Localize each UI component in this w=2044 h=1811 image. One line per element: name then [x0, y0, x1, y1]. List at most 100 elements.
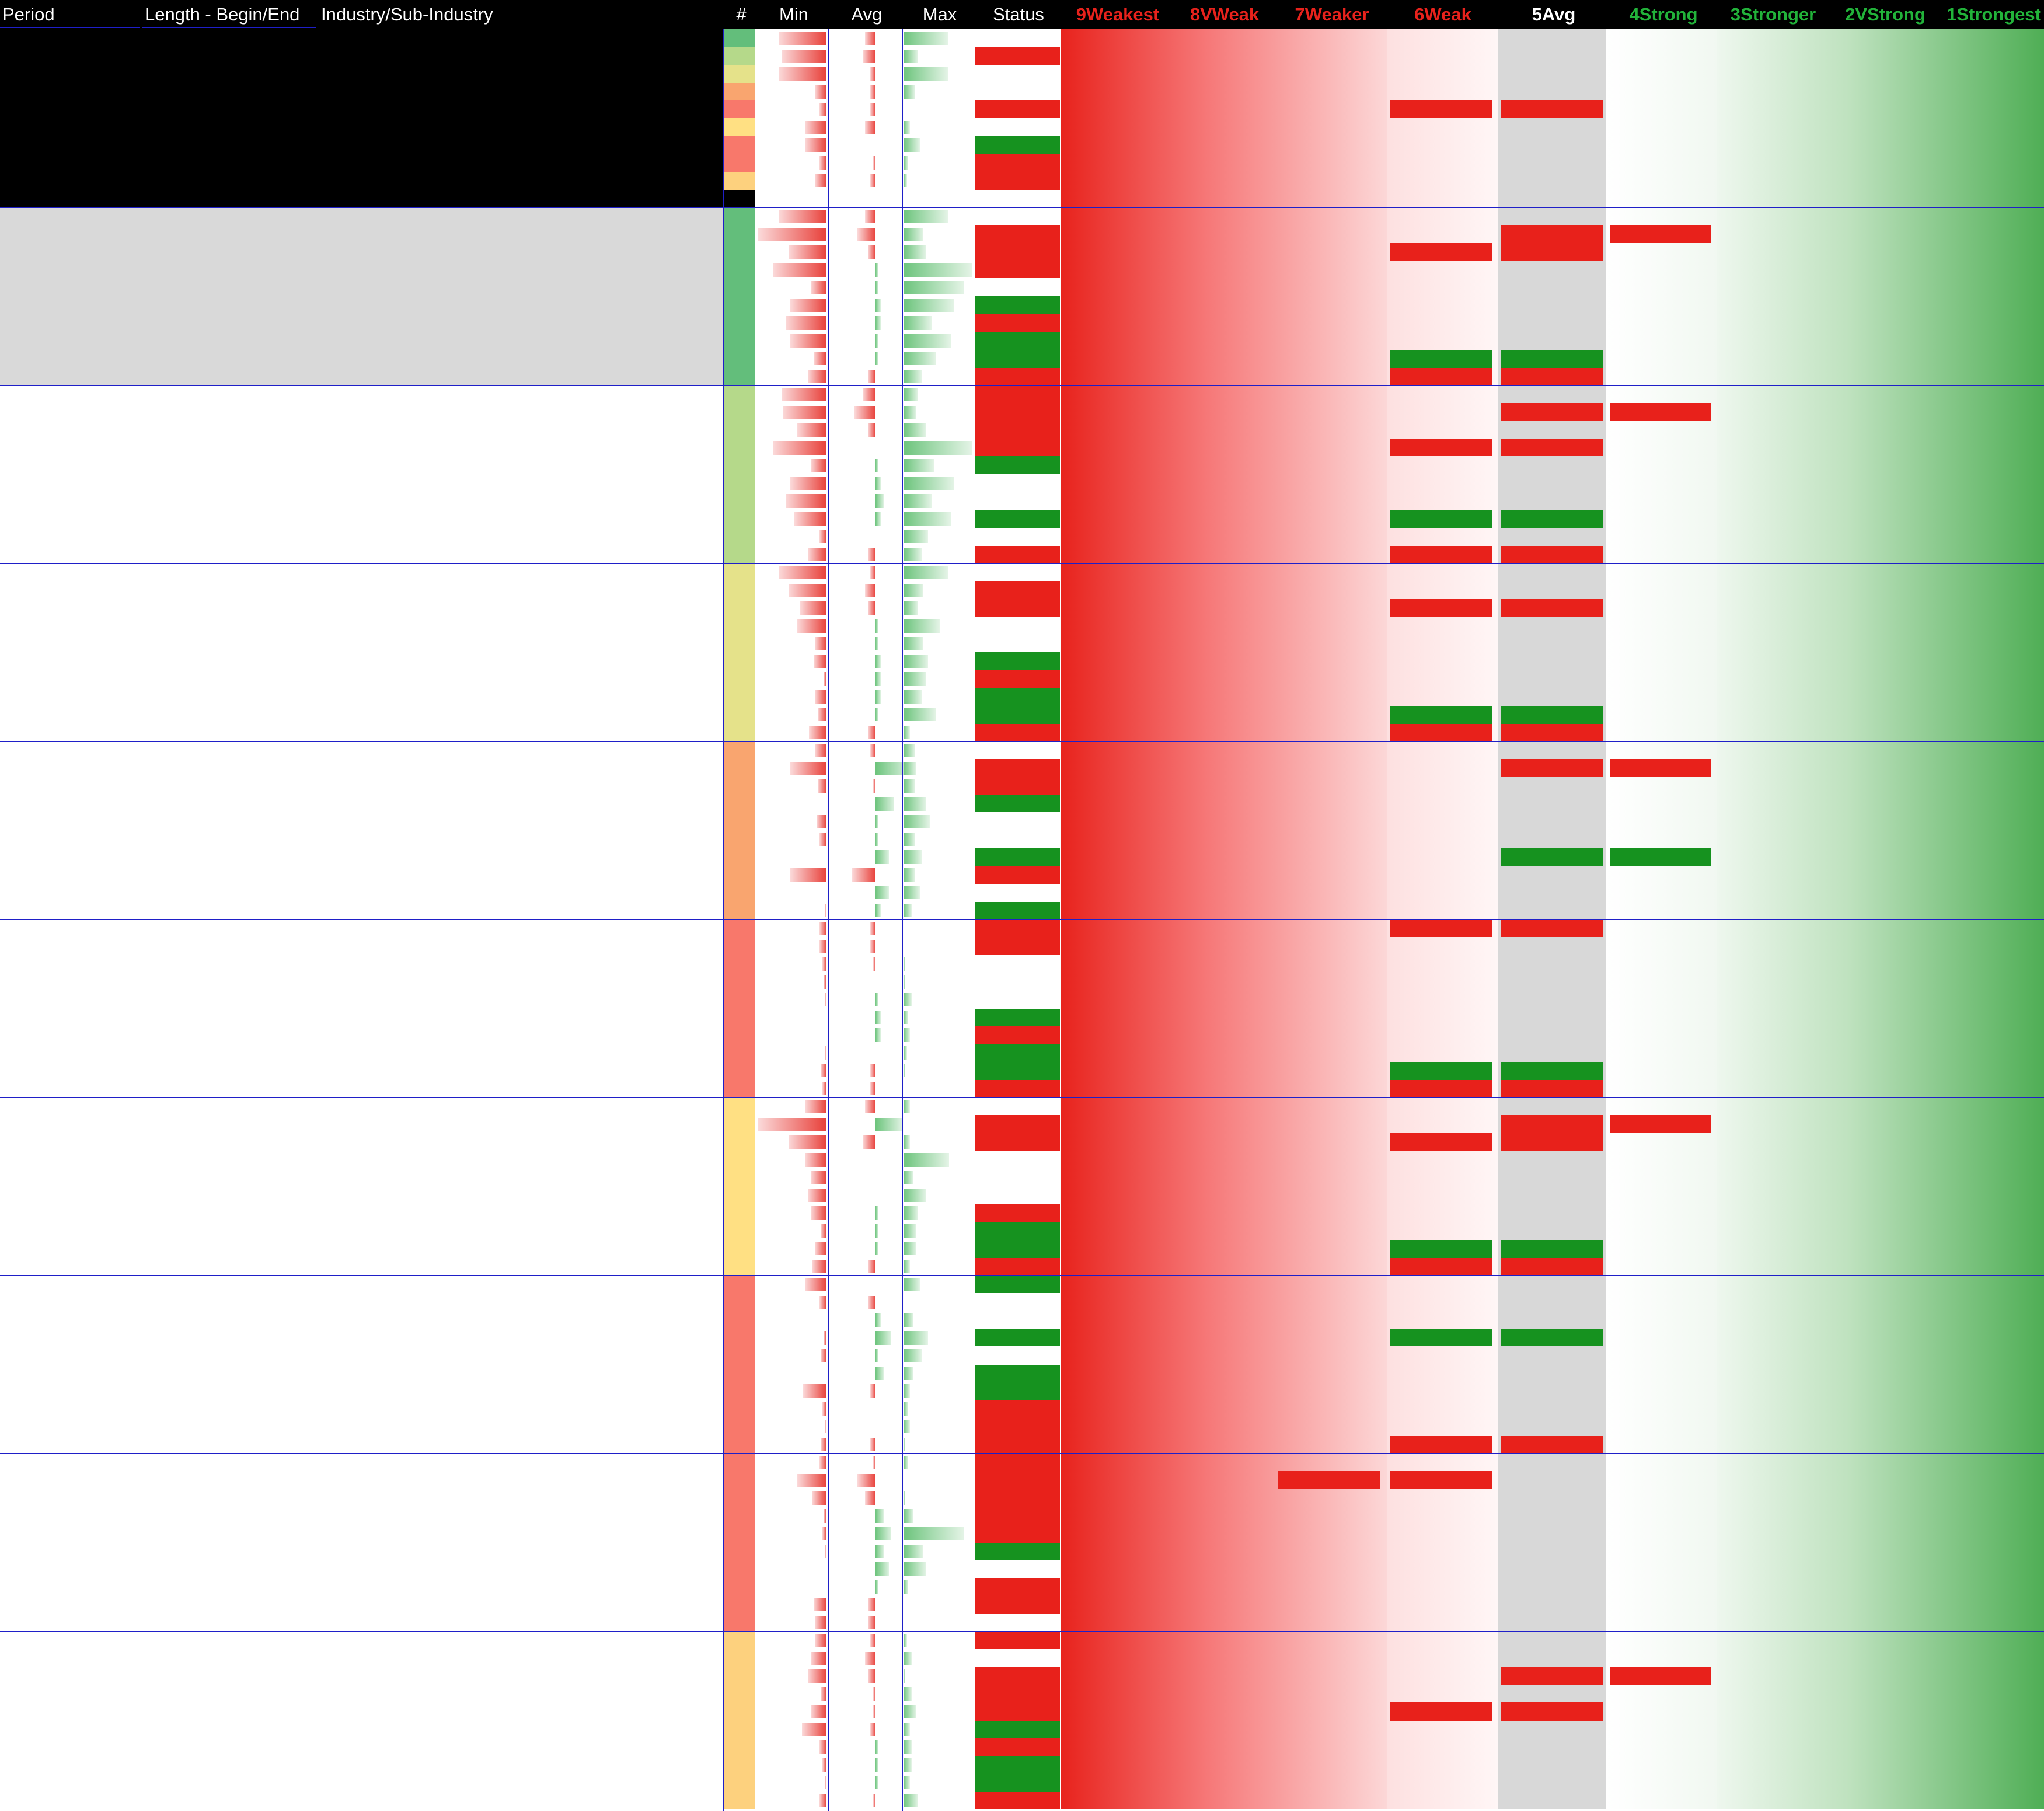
table-row[interactable]: [0, 403, 2044, 421]
table-row[interactable]: [0, 1560, 2044, 1578]
table-row[interactable]: [0, 1756, 2044, 1774]
table-row[interactable]: [0, 510, 2044, 528]
table-row[interactable]: [0, 1596, 2044, 1614]
table-row[interactable]: [0, 1204, 2044, 1222]
table-row[interactable]: [0, 1311, 2044, 1329]
table-row[interactable]: [0, 1774, 2044, 1792]
table-row[interactable]: [0, 616, 2044, 634]
table-row[interactable]: [0, 848, 2044, 866]
table-row[interactable]: [0, 1186, 2044, 1204]
table-row[interactable]: [0, 136, 2044, 154]
table-row[interactable]: [0, 706, 2044, 724]
table-row[interactable]: [0, 1702, 2044, 1721]
table-row[interactable]: [0, 599, 2044, 617]
header-9weakest[interactable]: 9Weakest: [1076, 4, 1160, 25]
table-row[interactable]: [0, 759, 2044, 777]
table-row[interactable]: [0, 1506, 2044, 1524]
table-row[interactable]: [0, 421, 2044, 439]
table-row[interactable]: [0, 260, 2044, 278]
table-row[interactable]: [0, 243, 2044, 261]
table-row[interactable]: [0, 1044, 2044, 1062]
table-row[interactable]: [0, 29, 2044, 47]
table-row[interactable]: [0, 1275, 2044, 1293]
table-row[interactable]: [0, 65, 2044, 83]
table-row[interactable]: [0, 153, 2044, 172]
table-row[interactable]: [0, 723, 2044, 741]
table-row[interactable]: [0, 1649, 2044, 1667]
table-row[interactable]: [0, 563, 2044, 581]
table-row[interactable]: [0, 1079, 2044, 1097]
table-row[interactable]: [0, 1293, 2044, 1311]
table-row[interactable]: [0, 1400, 2044, 1418]
header-industry-sub-industry[interactable]: Industry/Sub-Industry: [321, 4, 493, 25]
table-row[interactable]: [0, 1524, 2044, 1543]
table-row[interactable]: [0, 474, 2044, 492]
table-row[interactable]: [0, 1133, 2044, 1151]
table-row[interactable]: [0, 528, 2044, 546]
table-row[interactable]: [0, 189, 2044, 207]
table-row[interactable]: [0, 812, 2044, 831]
table-row[interactable]: [0, 207, 2044, 225]
table-row[interactable]: [0, 1720, 2044, 1738]
table-row[interactable]: [0, 1240, 2044, 1258]
table-row[interactable]: [0, 1631, 2044, 1649]
table-row[interactable]: [0, 1257, 2044, 1275]
table-row[interactable]: [0, 777, 2044, 795]
table-row[interactable]: [0, 367, 2044, 385]
table-row[interactable]: [0, 1738, 2044, 1756]
header-1strongest[interactable]: 1Strongest: [1947, 4, 2041, 25]
header-2vstrong[interactable]: 2VStrong: [1845, 4, 1926, 25]
table-row[interactable]: [0, 82, 2044, 100]
table-row[interactable]: [0, 1578, 2044, 1596]
table-row[interactable]: [0, 1667, 2044, 1685]
table-row[interactable]: [0, 830, 2044, 848]
table-row[interactable]: [0, 794, 2044, 812]
table-row[interactable]: [0, 1791, 2044, 1809]
table-row[interactable]: [0, 1453, 2044, 1471]
table-row[interactable]: [0, 1684, 2044, 1702]
table-row[interactable]: [0, 1222, 2044, 1240]
header-max[interactable]: Max: [922, 4, 957, 25]
table-row[interactable]: [0, 332, 2044, 350]
table-row[interactable]: [0, 1168, 2044, 1187]
table-row[interactable]: [0, 1026, 2044, 1044]
header-length-begin-end[interactable]: Length - Begin/End: [145, 4, 300, 25]
table-row[interactable]: [0, 972, 2044, 990]
header-min[interactable]: Min: [779, 4, 808, 25]
table-row[interactable]: [0, 1115, 2044, 1133]
header-4strong[interactable]: 4Strong: [1629, 4, 1698, 25]
header-8vweak[interactable]: 8VWeak: [1190, 4, 1260, 25]
table-row[interactable]: [0, 866, 2044, 884]
table-row[interactable]: [0, 118, 2044, 136]
table-row[interactable]: [0, 670, 2044, 688]
table-row[interactable]: [0, 456, 2044, 474]
header-5avg[interactable]: 5Avg: [1532, 4, 1576, 25]
table-row[interactable]: [0, 955, 2044, 973]
table-row[interactable]: [0, 100, 2044, 118]
table-row[interactable]: [0, 278, 2044, 296]
table-row[interactable]: [0, 1346, 2044, 1365]
header-6weak[interactable]: 6Weak: [1414, 4, 1471, 25]
table-row[interactable]: [0, 741, 2044, 759]
table-row[interactable]: [0, 1435, 2044, 1453]
table-row[interactable]: [0, 1008, 2044, 1026]
header-period[interactable]: Period: [2, 4, 55, 25]
table-row[interactable]: [0, 1489, 2044, 1507]
header-3stronger[interactable]: 3Stronger: [1730, 4, 1816, 25]
table-row[interactable]: [0, 1364, 2044, 1382]
table-row[interactable]: [0, 1097, 2044, 1115]
table-row[interactable]: [0, 314, 2044, 332]
table-row[interactable]: [0, 884, 2044, 902]
table-row[interactable]: [0, 47, 2044, 65]
table-row[interactable]: [0, 901, 2044, 919]
table-row[interactable]: [0, 688, 2044, 706]
table-row[interactable]: [0, 1542, 2044, 1560]
table-row[interactable]: [0, 1062, 2044, 1080]
table-row[interactable]: [0, 1150, 2044, 1168]
header-status[interactable]: Status: [993, 4, 1044, 25]
table-row[interactable]: [0, 1328, 2044, 1346]
table-row[interactable]: [0, 172, 2044, 190]
table-row[interactable]: [0, 581, 2044, 599]
table-row[interactable]: [0, 225, 2044, 243]
table-row[interactable]: [0, 438, 2044, 456]
